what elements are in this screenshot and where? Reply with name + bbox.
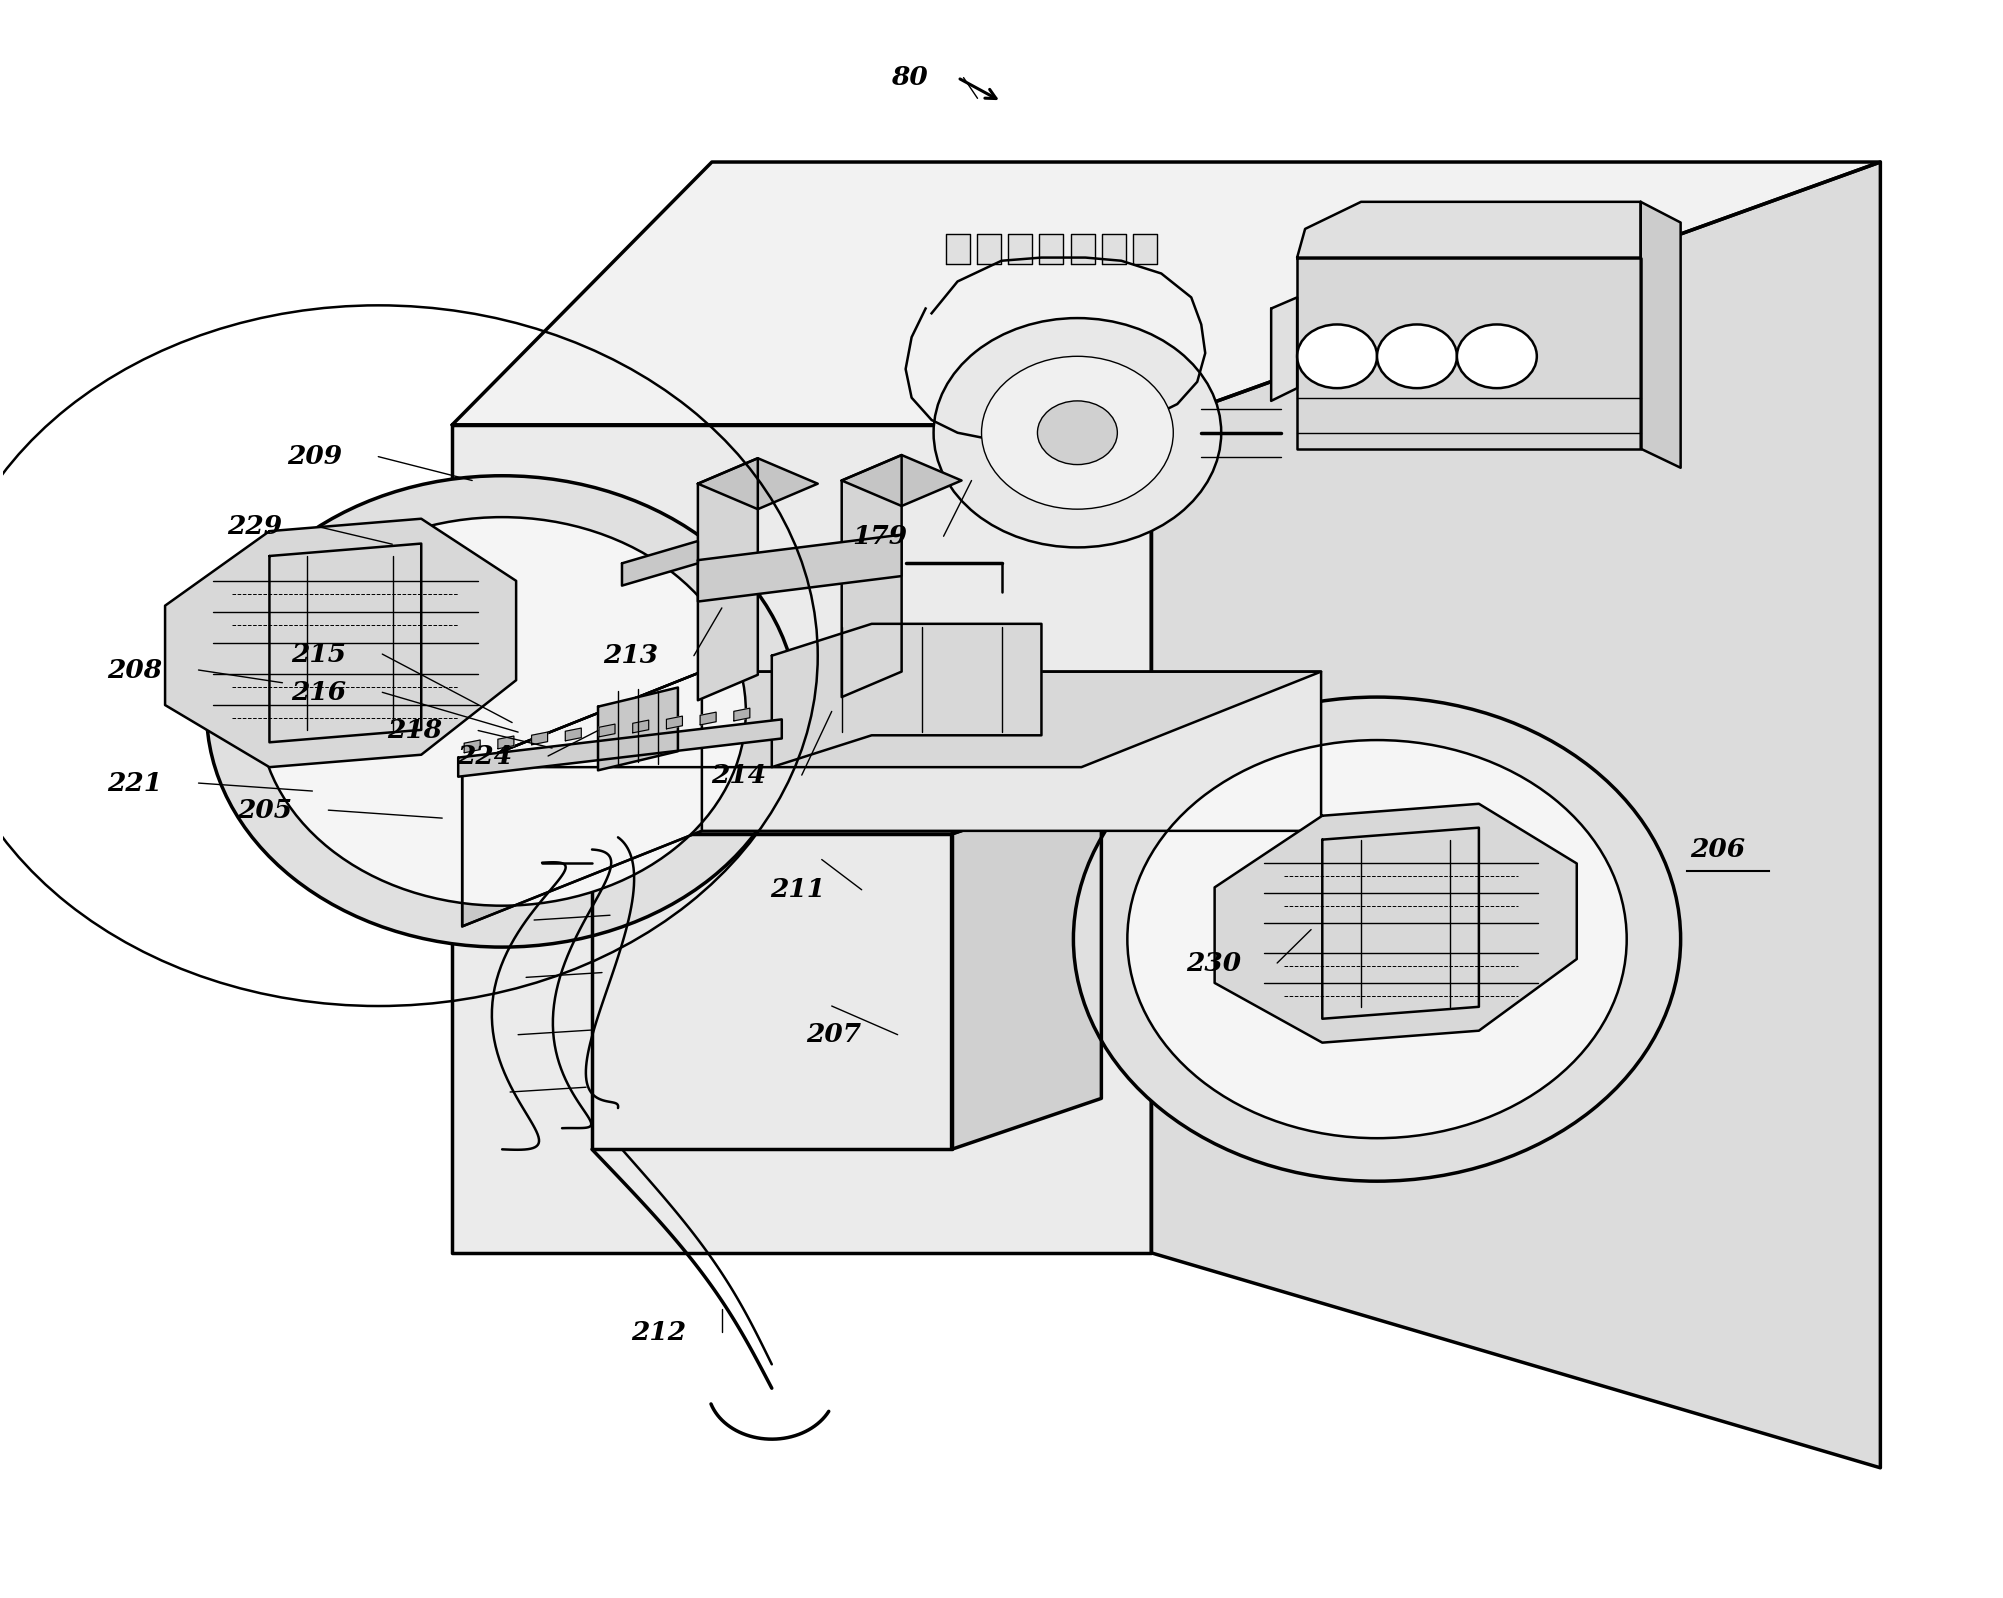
Polygon shape (593, 834, 951, 1149)
Circle shape (1038, 401, 1118, 465)
Polygon shape (1008, 233, 1032, 264)
Polygon shape (623, 542, 697, 585)
Polygon shape (463, 671, 701, 927)
Polygon shape (499, 737, 515, 749)
Polygon shape (164, 519, 517, 767)
Polygon shape (599, 724, 615, 737)
Text: 229: 229 (226, 515, 282, 539)
Text: 224: 224 (457, 743, 513, 769)
Polygon shape (459, 719, 781, 777)
Polygon shape (1640, 201, 1681, 468)
Text: 80: 80 (891, 66, 927, 89)
Text: 218: 218 (387, 718, 443, 743)
Polygon shape (463, 671, 1322, 927)
Text: 215: 215 (290, 641, 347, 666)
Text: 216: 216 (290, 679, 347, 705)
Polygon shape (841, 455, 961, 507)
Polygon shape (465, 740, 481, 753)
Polygon shape (667, 716, 683, 729)
Polygon shape (1298, 257, 1640, 449)
Circle shape (1376, 324, 1456, 388)
Polygon shape (633, 721, 649, 733)
Circle shape (981, 356, 1174, 510)
Text: 221: 221 (108, 770, 162, 796)
Polygon shape (1134, 233, 1158, 264)
Circle shape (206, 476, 797, 948)
Text: 211: 211 (771, 877, 825, 903)
Polygon shape (599, 687, 677, 770)
Polygon shape (1040, 233, 1064, 264)
Circle shape (1456, 324, 1536, 388)
Polygon shape (697, 535, 901, 601)
Polygon shape (463, 671, 1322, 767)
Polygon shape (1102, 233, 1126, 264)
Circle shape (933, 318, 1222, 548)
Text: 212: 212 (631, 1320, 685, 1346)
Text: 206: 206 (1691, 837, 1747, 863)
Polygon shape (565, 729, 581, 741)
Polygon shape (1152, 161, 1881, 1469)
Polygon shape (733, 708, 749, 721)
Text: 207: 207 (807, 1023, 861, 1047)
Polygon shape (1072, 233, 1096, 264)
Polygon shape (771, 623, 1042, 767)
Polygon shape (697, 459, 757, 700)
Polygon shape (1272, 297, 1298, 401)
Polygon shape (945, 233, 969, 264)
Polygon shape (697, 459, 817, 510)
Polygon shape (701, 713, 717, 725)
Text: 208: 208 (108, 657, 162, 682)
Polygon shape (841, 455, 901, 697)
Text: 209: 209 (286, 444, 343, 470)
Circle shape (1298, 324, 1376, 388)
Polygon shape (951, 783, 1102, 1149)
Polygon shape (453, 425, 1152, 1253)
Polygon shape (1298, 201, 1640, 257)
Circle shape (258, 518, 745, 906)
Polygon shape (453, 161, 1881, 425)
Circle shape (1128, 740, 1626, 1138)
Text: 230: 230 (1186, 951, 1242, 975)
Circle shape (1074, 697, 1681, 1181)
Text: 214: 214 (711, 762, 765, 788)
Polygon shape (977, 233, 1002, 264)
Text: 213: 213 (603, 642, 657, 668)
Polygon shape (1214, 804, 1576, 1042)
Polygon shape (531, 732, 547, 745)
Text: 205: 205 (236, 797, 292, 823)
Text: 179: 179 (853, 524, 907, 548)
Polygon shape (593, 783, 1102, 834)
